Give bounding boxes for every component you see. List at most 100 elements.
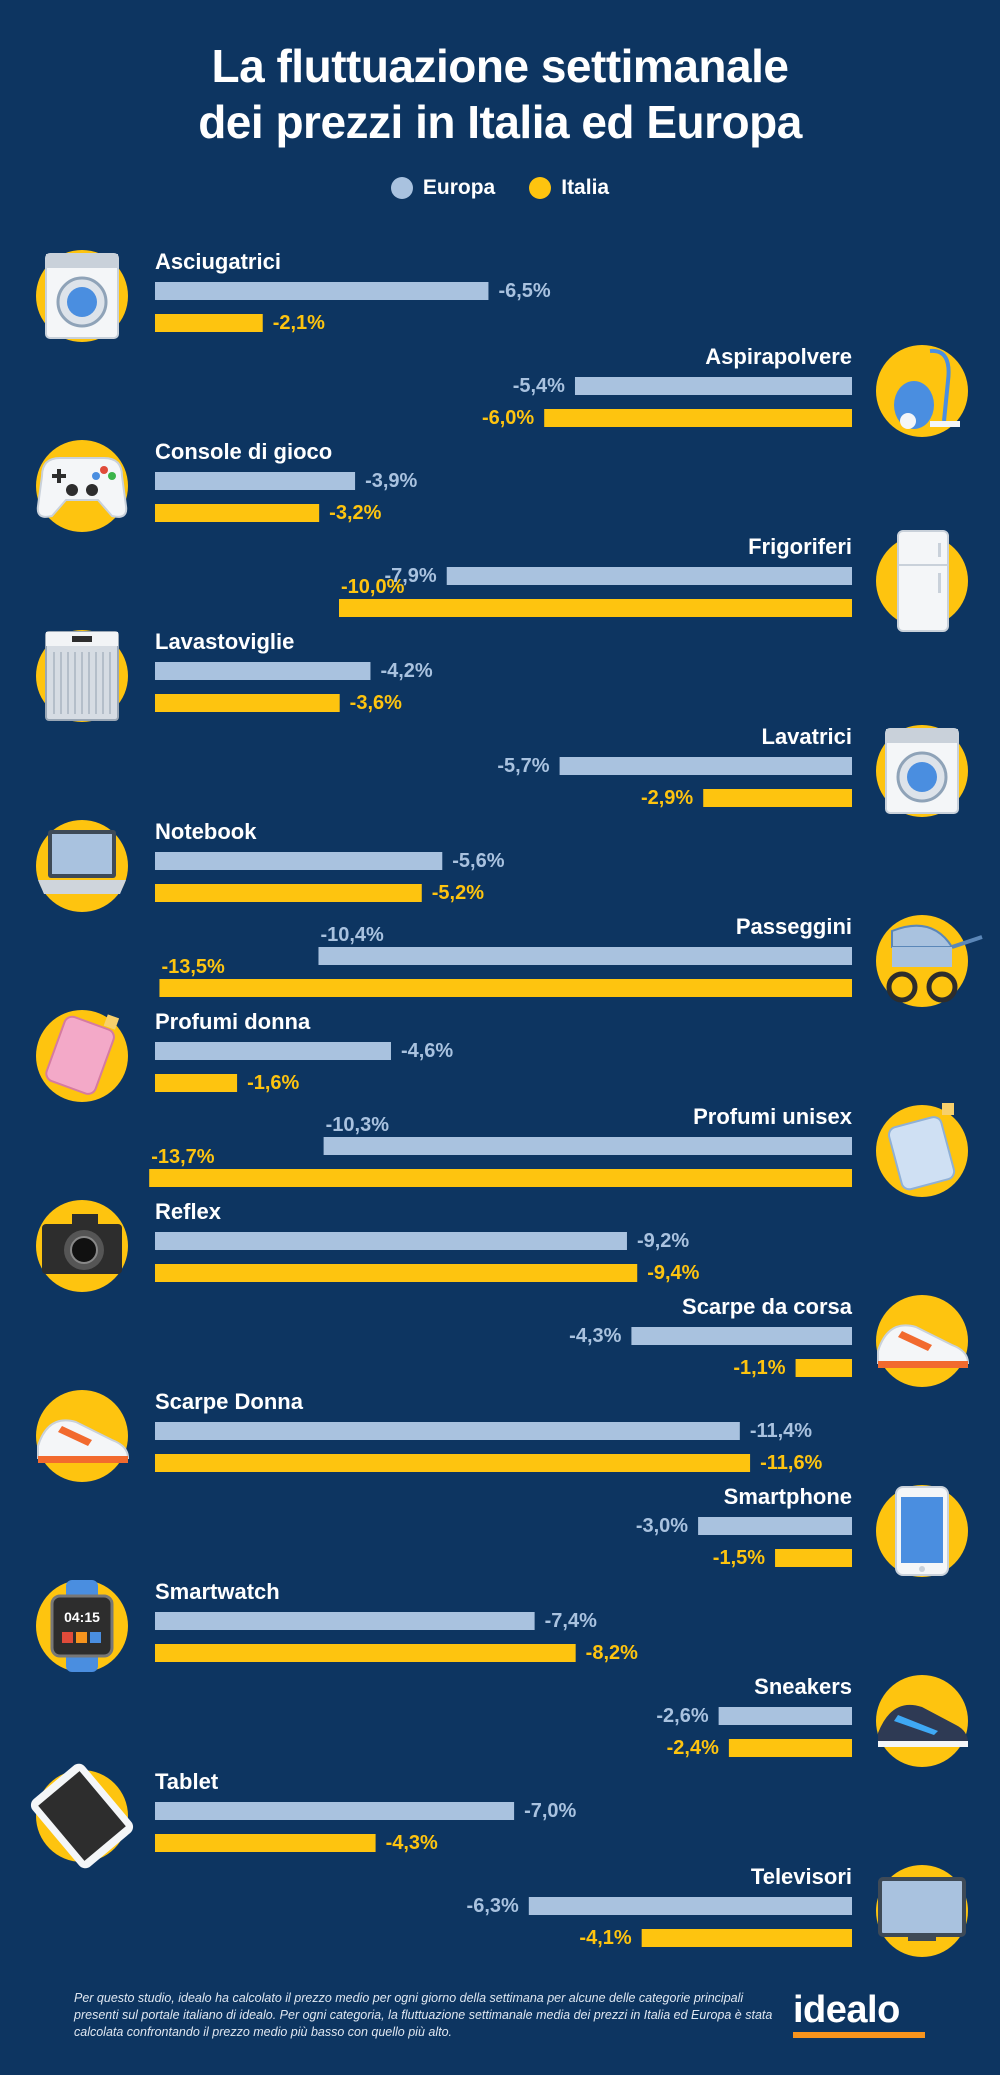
value-label-italia: -13,7%	[151, 1146, 215, 1168]
category-label: Passeggini	[736, 914, 852, 939]
smartwatch-icon: 04:15	[50, 1580, 114, 1672]
bar-italia	[795, 1359, 852, 1377]
category-label: Notebook	[155, 819, 257, 844]
bar-italia	[155, 694, 340, 712]
value-label-italia: -1,5%	[713, 1547, 765, 1569]
bar-italia	[155, 884, 422, 902]
legend-dot-europa	[390, 177, 413, 199]
category-group: Sneakers -2,6% -2,4%	[656, 1674, 968, 1767]
bar-italia	[703, 789, 852, 807]
logo-underline	[793, 2032, 925, 2038]
value-label-europa: -7,0%	[524, 1800, 576, 1822]
category-group: Lavastoviglie -4,2% -3,6%	[36, 629, 433, 722]
category-group: Smartwatch -7,4% -8,2% 04:15	[36, 1579, 638, 1672]
category-label: Profumi unisex	[693, 1104, 853, 1129]
bar-europa	[155, 1042, 391, 1060]
value-label-italia: -8,2%	[586, 1642, 638, 1664]
bar-europa	[155, 662, 371, 680]
bar-italia	[155, 1834, 376, 1852]
category-label: Asciugatrici	[155, 249, 281, 274]
category-label: Frigoriferi	[748, 534, 852, 559]
bar-europa	[155, 1232, 627, 1250]
value-label-italia: -3,6%	[350, 692, 402, 714]
value-label-italia: -3,2%	[329, 502, 381, 524]
legend-entry-italia: Italia	[529, 176, 609, 200]
bar-italia	[544, 409, 852, 427]
category-label: Scarpe da corsa	[682, 1294, 853, 1319]
value-label-europa: -3,9%	[365, 470, 417, 492]
bar-europa	[155, 1802, 515, 1820]
value-label-italia: -2,4%	[667, 1737, 719, 1759]
value-label-italia: -1,6%	[247, 1072, 299, 1094]
value-label-europa: -10,4%	[320, 924, 384, 946]
bar-europa	[155, 1422, 740, 1440]
legend-entry-europa: Europa	[390, 176, 496, 200]
smartwatch-time: 04:15	[64, 1609, 100, 1625]
category-label: Smartphone	[724, 1484, 852, 1509]
value-label-italia: -10,0%	[341, 576, 405, 598]
tablet-icon	[30, 1763, 134, 1869]
bar-italia	[159, 979, 852, 997]
value-label-europa: -2,6%	[656, 1705, 708, 1727]
value-label-europa: -5,4%	[513, 375, 565, 397]
value-label-europa: -11,4%	[750, 1420, 812, 1442]
fridge-icon	[897, 530, 949, 632]
category-group: Console di gioco -3,9% -3,2%	[36, 439, 418, 532]
bar-europa	[631, 1327, 852, 1345]
legend-label-italia: Italia	[561, 176, 610, 199]
category-group: Scarpe da corsa -4,3% -1,1%	[569, 1294, 970, 1387]
bar-italia	[155, 1454, 751, 1472]
value-label-italia: -2,9%	[641, 787, 693, 809]
gamepad-icon	[36, 457, 128, 518]
bar-europa	[528, 1897, 852, 1915]
bar-europa	[698, 1517, 852, 1535]
category-group: Profumi unisex -10,3% -13,7%	[149, 1103, 968, 1197]
dryer-icon	[45, 253, 119, 339]
bar-italia	[641, 1929, 852, 1947]
value-label-europa: -7,4%	[545, 1610, 597, 1632]
legend-dot-italia	[529, 177, 552, 199]
category-label: Console di gioco	[155, 439, 332, 464]
value-label-europa: -10,3%	[326, 1114, 390, 1136]
bar-italia	[155, 1264, 638, 1282]
value-label-europa: -4,3%	[569, 1325, 621, 1347]
tv-icon	[878, 1877, 966, 1941]
category-label: Tablet	[155, 1769, 219, 1794]
category-group: Lavatrici -5,7% -2,9%	[497, 724, 968, 817]
vacuum-cleaner-icon	[894, 348, 960, 429]
bar-europa	[155, 1612, 535, 1630]
bar-europa	[323, 1137, 852, 1155]
category-label: Televisori	[751, 1864, 852, 1889]
bar-europa	[155, 852, 443, 870]
category-label: Smartwatch	[155, 1579, 280, 1604]
value-label-italia: -13,5%	[161, 956, 225, 978]
bar-italia	[155, 314, 263, 332]
legend-label-europa: Europa	[422, 176, 496, 199]
category-group: Frigoriferi -7,9%-10,0%	[339, 530, 968, 632]
smartphone-icon	[895, 1486, 949, 1576]
perfume-pink-icon	[45, 1014, 120, 1095]
category-group: Notebook -5,6% -5,2%	[36, 819, 505, 912]
value-label-europa: -6,3%	[467, 1895, 519, 1917]
category-label: Sneakers	[754, 1674, 852, 1699]
bar-chart: Asciugatrici -6,5% -2,1% Aspirapolvere -5,4%…	[30, 249, 983, 1957]
footnote: Per questo studio, idealo ha calcolato i…	[74, 1991, 773, 2039]
bar-europa	[155, 282, 489, 300]
category-group: Passeggini -10,4% -13,5%	[159, 914, 983, 1007]
bar-italia	[149, 1169, 852, 1187]
bar-europa	[318, 947, 853, 965]
category-label: Profumi donna	[155, 1009, 311, 1034]
bar-italia	[339, 599, 852, 617]
value-label-europa: -5,7%	[497, 755, 549, 777]
category-group: Aspirapolvere -5,4% -6,0%	[482, 344, 968, 437]
bar-europa	[559, 757, 852, 775]
value-label-italia: -9,4%	[647, 1262, 699, 1284]
value-label-italia: -1,1%	[733, 1357, 785, 1379]
perfume-blue-icon	[887, 1103, 956, 1191]
category-group: Scarpe Donna -11,4% -11,6%	[36, 1389, 823, 1482]
value-label-italia: -5,2%	[432, 882, 484, 904]
chart-legend: Europa Italia	[0, 176, 1000, 200]
value-label-italia: -4,3%	[386, 1832, 438, 1854]
bar-italia	[775, 1549, 852, 1567]
value-label-italia: -2,1%	[273, 312, 325, 334]
